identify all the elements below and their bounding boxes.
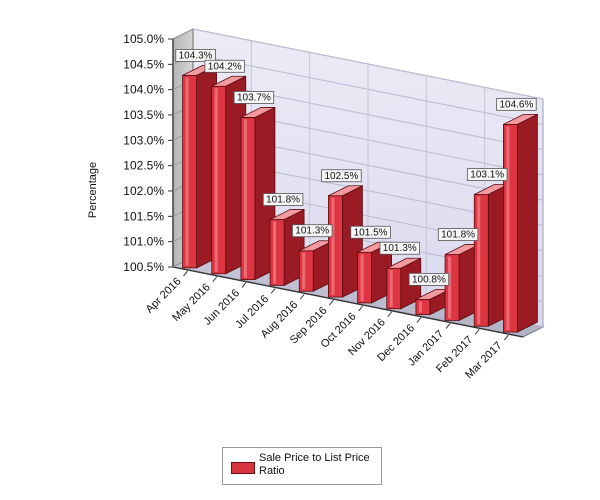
data-label-text: 104.2% <box>208 61 242 72</box>
data-label: 101.8% <box>437 228 479 241</box>
data-label-text: 103.1% <box>470 170 504 181</box>
data-label-box <box>437 228 479 241</box>
data-label-box <box>262 193 304 206</box>
x-tick-mark <box>183 270 188 277</box>
bar-front <box>473 194 489 327</box>
data-label-box <box>321 169 362 183</box>
bar-front <box>298 250 314 292</box>
data-label-text: 103.7% <box>237 92 271 103</box>
bar-front <box>444 254 460 321</box>
bar-highlight <box>477 196 481 325</box>
data-label-box <box>467 168 508 181</box>
data-label-box <box>496 97 537 111</box>
data-label: 101.8% <box>262 193 304 206</box>
bar-front <box>357 251 372 304</box>
x-tick-mark <box>387 311 393 318</box>
bar-highlight <box>448 256 452 319</box>
data-label-text: 101.3% <box>295 226 329 237</box>
data-label-box <box>408 272 450 286</box>
legend-label: Sale Price to List Price Ratio <box>259 452 370 477</box>
x-tick-mark <box>474 328 480 335</box>
bar-highlight <box>273 221 277 284</box>
x-tick-mark <box>329 299 334 306</box>
bar-highlight <box>243 119 247 278</box>
data-label-box <box>233 91 275 104</box>
data-label: 100.8% <box>408 272 450 286</box>
x-tick-mark <box>241 282 247 288</box>
x-tick-mark <box>445 323 451 329</box>
grid-line-wall <box>172 28 194 40</box>
x-tick-mark <box>358 305 363 312</box>
bar <box>357 241 392 304</box>
bar-front <box>182 74 197 269</box>
y-tick-label: 101.0% <box>123 235 164 249</box>
data-label: 104.6% <box>496 97 537 111</box>
bar-front <box>211 85 227 275</box>
data-label: 101.3% <box>379 241 420 255</box>
bar-side <box>517 113 538 333</box>
x-tick-mark <box>299 293 305 300</box>
data-label: 103.1% <box>467 168 508 181</box>
x-tick-mark <box>212 276 218 283</box>
bar-front <box>503 123 518 333</box>
bar-top <box>503 113 538 125</box>
bar-top <box>328 185 363 197</box>
x-tick-mark <box>416 317 422 323</box>
y-tick-label: 102.0% <box>123 184 164 198</box>
y-tick-label: 100.5% <box>123 260 164 274</box>
bar-top <box>269 209 305 220</box>
data-label: 101.3% <box>292 224 333 238</box>
bar-top <box>211 75 246 87</box>
bar-highlight <box>185 77 189 266</box>
bar-front <box>386 267 402 310</box>
x-tick-mark <box>270 288 276 294</box>
data-label: 104.2% <box>204 59 245 73</box>
data-label: 103.7% <box>233 91 275 104</box>
data-label: 102.5% <box>321 169 362 183</box>
data-label: 104.3% <box>175 48 216 62</box>
bar-top <box>240 107 276 118</box>
bar <box>503 113 538 333</box>
y-tick-label: 104.0% <box>123 83 164 97</box>
data-label-text: 104.3% <box>179 50 213 61</box>
data-label-text: 100.8% <box>412 274 446 285</box>
data-label-box <box>204 59 245 73</box>
data-label-box <box>175 48 216 62</box>
y-tick-label: 105.0% <box>123 32 164 46</box>
bar-front <box>269 219 285 286</box>
legend-swatch <box>231 462 255 474</box>
y-tick-label: 102.5% <box>123 159 164 173</box>
bar-top <box>386 257 421 269</box>
bar-front <box>415 298 431 315</box>
bar-highlight <box>506 126 510 331</box>
data-label-box <box>379 241 420 255</box>
bar-highlight <box>389 270 393 307</box>
bar-highlight <box>214 88 218 272</box>
data-label-text: 101.8% <box>266 195 300 206</box>
data-label-text: 102.5% <box>324 171 358 182</box>
bar-highlight <box>418 301 422 313</box>
y-tick-label: 104.5% <box>123 57 164 71</box>
data-label-text: 101.5% <box>354 227 388 238</box>
x-tick-mark <box>504 334 509 341</box>
legend: Sale Price to List Price Ratio <box>222 447 382 485</box>
y-tick-label: 103.0% <box>123 133 164 147</box>
data-label: 101.5% <box>350 225 391 239</box>
y-axis-label: Percentage <box>87 162 99 218</box>
bar-highlight <box>360 254 364 301</box>
data-label-text: 101.8% <box>441 230 475 241</box>
bar-highlight <box>302 252 306 290</box>
y-tick-label: 101.5% <box>123 209 164 223</box>
bar-highlight <box>331 197 335 296</box>
data-label-text: 101.3% <box>383 243 417 254</box>
x-axis-line <box>172 266 524 338</box>
data-label-text: 104.6% <box>499 99 533 110</box>
data-label-box <box>350 225 391 239</box>
data-label-box <box>292 224 333 238</box>
bar-front <box>328 195 343 298</box>
y-tick-label: 103.5% <box>123 108 164 122</box>
bar-front <box>240 117 256 280</box>
